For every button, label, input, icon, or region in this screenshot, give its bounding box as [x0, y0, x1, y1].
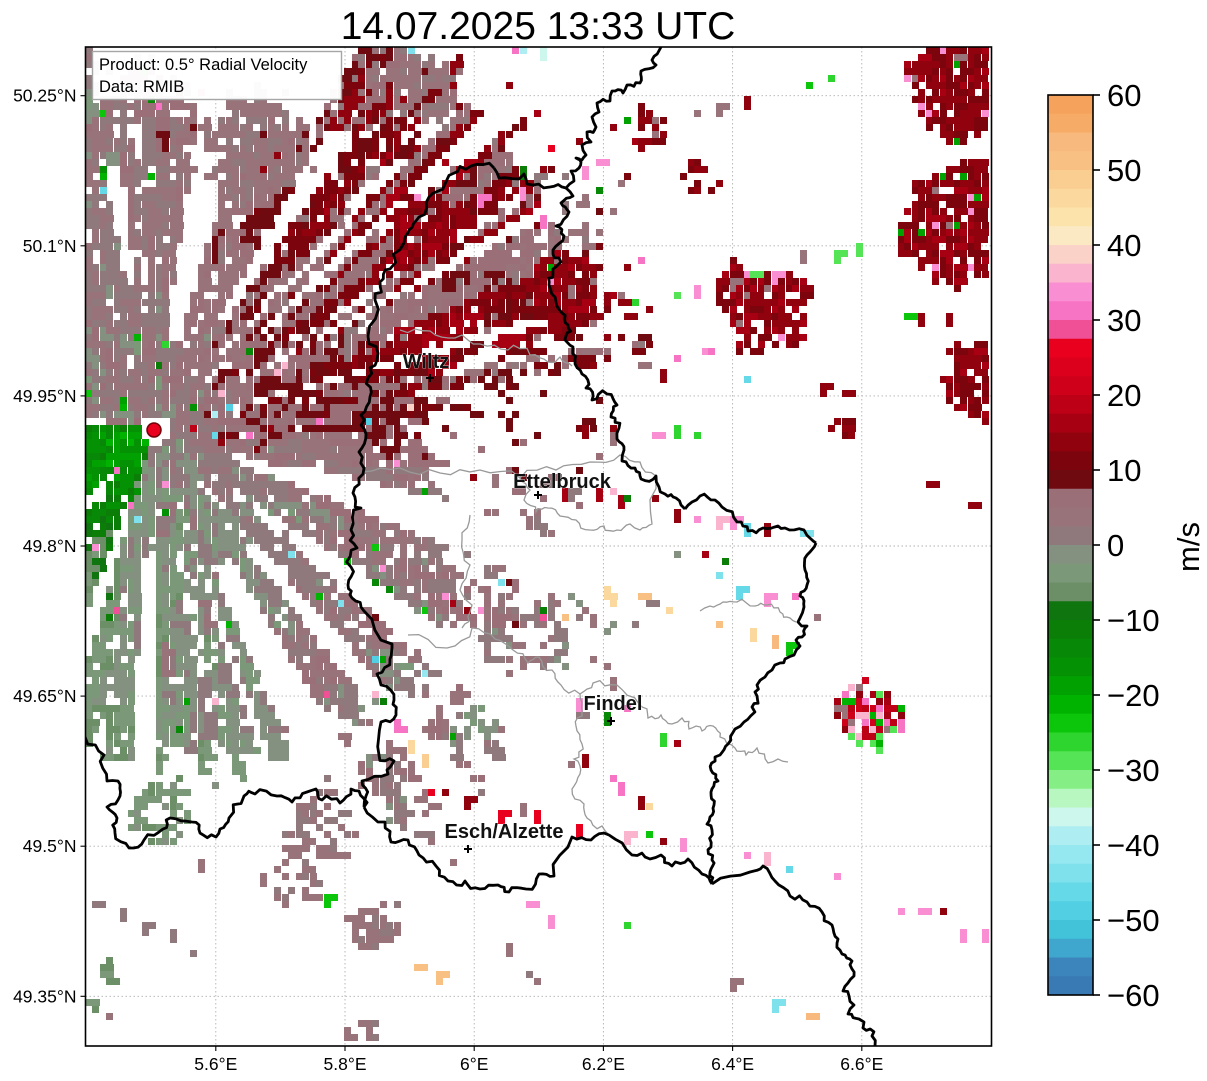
svg-text:6.4°E: 6.4°E: [711, 1054, 754, 1074]
svg-text:−20: −20: [1107, 678, 1160, 713]
svg-text:−30: −30: [1107, 753, 1160, 788]
svg-text:0: 0: [1107, 528, 1124, 563]
svg-text:−40: −40: [1107, 828, 1160, 863]
svg-text:Data: RMIB: Data: RMIB: [99, 78, 184, 96]
svg-text:50.1°N: 50.1°N: [23, 236, 77, 256]
svg-text:−60: −60: [1107, 978, 1160, 1013]
svg-text:49.5°N: 49.5°N: [23, 836, 77, 856]
svg-text:5.8°E: 5.8°E: [324, 1054, 367, 1074]
svg-text:60: 60: [1107, 78, 1141, 113]
svg-text:49.65°N: 49.65°N: [13, 686, 76, 706]
svg-text:Wiltz: Wiltz: [403, 351, 449, 373]
svg-text:10: 10: [1107, 453, 1141, 488]
svg-text:49.95°N: 49.95°N: [13, 386, 76, 406]
svg-text:m/s: m/s: [1171, 522, 1206, 572]
svg-text:Product: 0.5° Radial Velocity: Product: 0.5° Radial Velocity: [99, 56, 308, 74]
svg-text:−10: −10: [1107, 603, 1160, 638]
svg-text:40: 40: [1107, 228, 1141, 263]
svg-text:Esch/Alzette: Esch/Alzette: [445, 821, 564, 843]
svg-text:50: 50: [1107, 153, 1141, 188]
svg-text:5.6°E: 5.6°E: [194, 1054, 237, 1074]
svg-text:30: 30: [1107, 303, 1141, 338]
svg-text:49.35°N: 49.35°N: [13, 986, 76, 1006]
svg-text:6°E: 6°E: [460, 1054, 488, 1074]
svg-text:50.25°N: 50.25°N: [13, 86, 76, 106]
svg-text:Findel: Findel: [584, 693, 643, 715]
svg-text:6.2°E: 6.2°E: [582, 1054, 625, 1074]
svg-text:49.8°N: 49.8°N: [23, 536, 77, 556]
svg-text:14.07.2025 13:33 UTC: 14.07.2025 13:33 UTC: [341, 5, 736, 48]
svg-text:−50: −50: [1107, 903, 1160, 938]
svg-text:20: 20: [1107, 378, 1141, 413]
svg-text:6.6°E: 6.6°E: [840, 1054, 883, 1074]
svg-text:Ettelbruck: Ettelbruck: [513, 471, 612, 493]
